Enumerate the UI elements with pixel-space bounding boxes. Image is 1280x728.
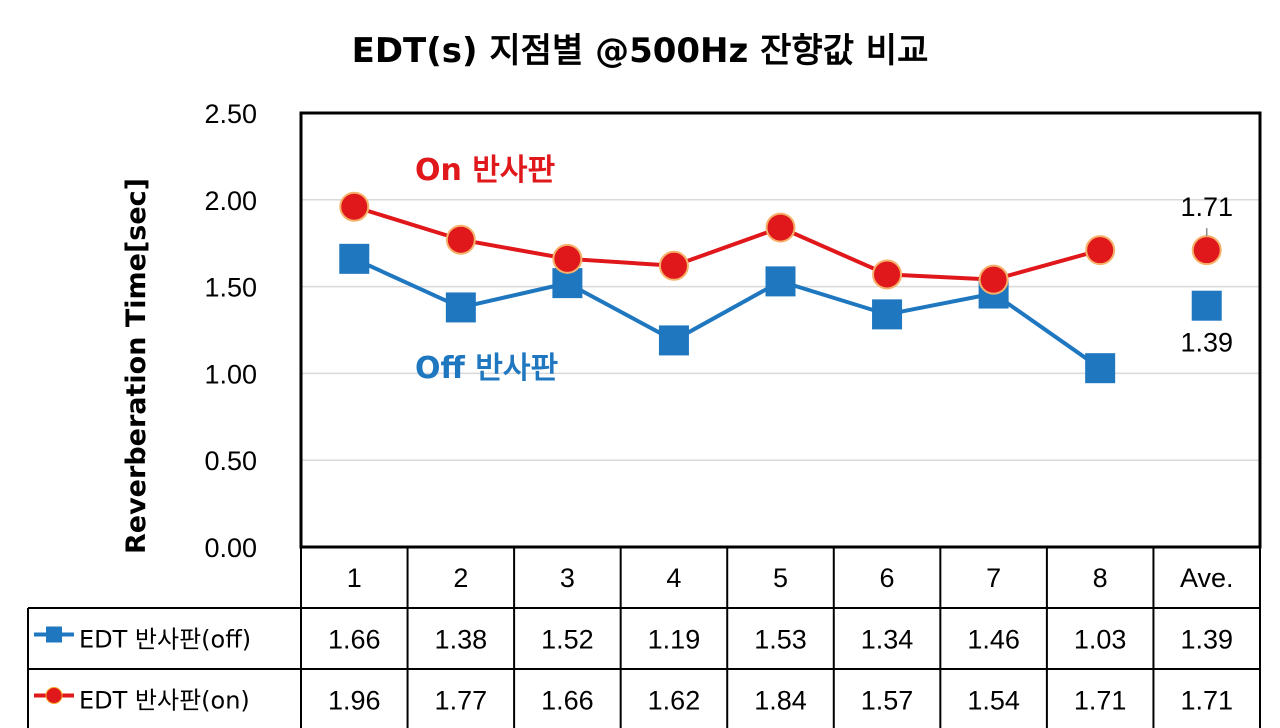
legend-key xyxy=(34,687,74,704)
table-cell: 1.52 xyxy=(541,625,594,655)
table-cell: 1.03 xyxy=(1074,625,1127,655)
data-point-circle xyxy=(339,191,370,222)
table-cell: 1.84 xyxy=(754,686,807,716)
data-point-circle xyxy=(1085,235,1116,266)
data-point-circle xyxy=(765,212,796,243)
table-cell: 1.66 xyxy=(541,686,594,716)
table-cell: 1.96 xyxy=(328,686,381,716)
data-point-square xyxy=(1085,353,1116,384)
x-tick-label: 7 xyxy=(986,563,1001,593)
data-point-circle xyxy=(1191,235,1222,266)
data-label: 1.39 xyxy=(1180,328,1233,358)
legend-label: EDT 반사판(off) xyxy=(79,626,251,654)
data-point-circle xyxy=(658,250,689,281)
table-cell: 1.57 xyxy=(861,686,914,716)
plot-frame xyxy=(299,111,1262,549)
x-tick-label: 6 xyxy=(880,563,895,593)
y-tick-labels: 0.00 0.50 1.00 1.50 2.00 2.50 xyxy=(204,99,257,563)
data-point-square xyxy=(872,299,903,330)
x-tick-label: 5 xyxy=(773,563,788,593)
data-point-square xyxy=(1191,290,1222,321)
data-point-square xyxy=(339,243,370,274)
series-lines xyxy=(353,204,1102,370)
table-cell: 1.71 xyxy=(1180,686,1233,716)
x-tick-label: 2 xyxy=(453,563,468,593)
data-point-circle xyxy=(978,264,1009,295)
y-tick-label: 0.50 xyxy=(204,446,257,476)
table-cell: 1.71 xyxy=(1074,686,1127,716)
table-cell: 1.77 xyxy=(435,686,488,716)
data-point-square xyxy=(445,292,476,323)
data-point-square xyxy=(765,266,796,297)
x-tick-label: 8 xyxy=(1093,563,1108,593)
data-point-circle xyxy=(552,243,583,274)
data-point-circle xyxy=(445,224,476,255)
y-tick-label: 1.00 xyxy=(204,359,257,389)
y-tick-label: 1.50 xyxy=(204,273,257,303)
y-tick-label: 0.00 xyxy=(204,533,257,563)
data-point-circle xyxy=(872,259,903,290)
series-line xyxy=(353,257,1102,370)
y-tick-label: 2.00 xyxy=(204,186,257,216)
y-tick-label: 2.50 xyxy=(204,99,257,129)
table-cell: 1.34 xyxy=(861,625,914,655)
legend-key xyxy=(34,626,74,643)
data-label: 1.71 xyxy=(1180,192,1233,222)
data-labels: 1.71 1.39 xyxy=(1180,192,1233,358)
table-cell: 1.19 xyxy=(648,625,701,655)
annotation-off: Off 반사판 xyxy=(415,351,558,386)
table-cell: 1.46 xyxy=(967,625,1020,655)
series-markers xyxy=(339,191,1222,384)
table-cell: 1.62 xyxy=(648,686,701,716)
annotation-on: On 반사판 xyxy=(415,153,556,188)
chart-title: EDT(s) 지점별 @500Hz 잔향값 비교 xyxy=(352,31,929,71)
table-cell: 1.53 xyxy=(754,625,807,655)
series-line xyxy=(353,204,1101,282)
x-tick-label: 3 xyxy=(560,563,575,593)
x-tick-label: 4 xyxy=(666,563,681,593)
y-axis-label: Reverberation Time[sec] xyxy=(121,178,152,554)
legend-label: EDT 반사판(on) xyxy=(79,687,250,715)
table-cell: 1.39 xyxy=(1180,625,1233,655)
data-point-square xyxy=(658,325,689,356)
table-cell: 1.38 xyxy=(435,625,488,655)
x-tick-label: Ave. xyxy=(1180,563,1234,593)
table-cell: 1.54 xyxy=(967,686,1020,716)
table-cell: 1.66 xyxy=(328,625,381,655)
x-tick-label: 1 xyxy=(347,563,362,593)
data-table: 1 2 3 4 5 6 7 8 Ave. EDT 반사판(off) 1.66 1.38 1.52 1.19… xyxy=(27,547,1261,728)
